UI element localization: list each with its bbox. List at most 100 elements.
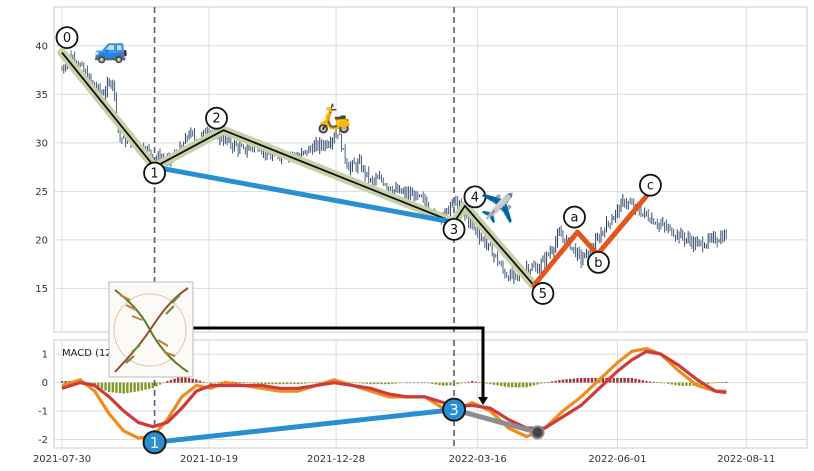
macd-hist-bar [249,382,252,384]
macd-hist-bar [648,381,652,383]
macd-hist-bar [677,382,681,386]
wave-label-circle [442,217,466,241]
airplane-icon: ✈️ [480,191,515,225]
macd-hist-bar [634,378,637,383]
macd-hist-bar [282,382,285,385]
macd-hist-bar [645,381,648,383]
macd-hist-bar [445,382,448,386]
macd-hist-bar [492,382,496,385]
macd-hist-bar [180,376,183,383]
macd-hist-bar [525,382,528,388]
macd-hist-bar [536,382,539,385]
macd-hist-bar [601,377,605,383]
macd-hist-bar [572,378,576,383]
macd-divergence-label: 1 [150,434,160,452]
macd-hist-bar [485,382,488,384]
wave-label-circle [463,185,487,209]
macd-hist-bar [449,382,452,386]
macd-hist-bar [376,382,380,385]
price-panel: 15 20 25 30 35 40 0 1 2 3 4 5 a b c 🚙 🛵 ✈️ [35,6,808,333]
wave-labels: 0 1 2 3 4 5 a b c [55,26,662,305]
price-y-tick-label: 15 [35,284,48,295]
macd-hist-bar [420,382,423,384]
macd-hist-bar [714,382,717,384]
macd-hist-bar [561,379,565,383]
macd-divergence-marker [442,397,467,422]
macd-y-tick-label: 0 [42,378,48,389]
macd-divergence-marker [142,430,167,455]
macd-hist-bar [358,382,361,384]
macd-hist-bar [318,382,321,383]
macd-hist-bar [191,378,194,383]
x-tick-label: 2022-03-16 [449,454,507,465]
macd-hist-bar [314,382,318,384]
macd-hist-bar [496,382,499,386]
wave-label: 0 [63,31,71,46]
macd-hist-bar [685,382,688,386]
macd-hist-bar [637,379,641,383]
inset-helix-b [114,287,189,373]
inset-leaves-b [125,294,181,364]
signal-line [61,349,727,430]
macd-hist-bar [220,381,223,383]
macd-hist-bar [176,377,180,383]
wave-label-circle [563,205,586,229]
macd-hist-bar [412,382,416,384]
macd-hist-bar [140,382,144,391]
corrective-wave-line [531,193,649,288]
icons: 🚙 🛵 ✈️ [94,31,516,224]
macd-y-tick-label: 1 [42,350,48,361]
macd-hist-bar [311,382,314,384]
macd-hist-bar [652,381,655,383]
macd-hist-bar [209,382,213,385]
macd-hist-bar [489,382,492,385]
macd-extra-end-dot [530,425,545,440]
macd-hist-bar [667,382,670,384]
macd-y-ticks: -2 -1 0 1 [38,350,48,446]
macd-hist-bar [721,382,724,383]
macd-hist-bar [507,382,510,388]
macd-hist-bar [256,382,260,384]
macd-hist-bar [565,379,568,383]
macd-hist-bar [594,377,597,383]
wave-label-circle [55,26,79,49]
macd-hist-bar [362,382,365,384]
macd-hist-bar [452,382,456,385]
macd-hist-bar [245,382,249,384]
macd-hist-bar [674,382,677,386]
macd-hist-bar [460,382,463,384]
macd-hist-bar [347,382,350,383]
macd-hist-bar [543,382,546,384]
macd-hist-bar [307,382,311,384]
macd-hist-bar [409,382,412,384]
macd-markers: 13 [142,397,545,455]
macd-hist-bar [147,382,151,389]
macd-hist-bar [463,382,467,384]
wave-label: 3 [450,223,458,238]
macd-hist-bar [725,381,728,383]
macd-hist-bar [641,380,644,383]
macd-hist-bar [365,382,369,384]
macd-hist-bar [271,382,274,385]
macd-hist-bar [441,382,445,386]
wave-label-circle [531,282,555,305]
macd-hist-bar [623,377,626,383]
macd-lines [61,346,727,440]
connector [193,326,488,405]
wave-label: a [570,211,578,226]
wave-label: 5 [539,287,547,302]
wave-label: c [647,179,654,194]
macd-hist-bar [579,377,583,383]
macd-hist-bar [133,382,136,392]
wave-label: b [594,256,602,271]
inset-circle [113,293,187,367]
macd-hist-bar [518,382,521,388]
macd-hist-bar [64,381,67,383]
macd-hist-bar [387,382,390,385]
x-tick-label: 2021-10-19 [180,454,238,465]
macd-hist-bar [681,382,684,386]
x-tick-label: 2021-07-30 [33,454,91,465]
macd-hist-bar [372,382,376,385]
macd-hist-bar [431,382,434,384]
wave-label-circle [639,173,662,197]
